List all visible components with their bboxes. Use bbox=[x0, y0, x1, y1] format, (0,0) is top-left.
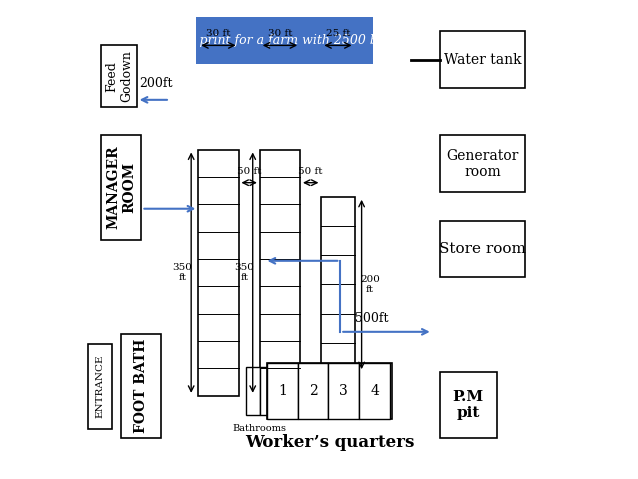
Text: MANAGER
ROOM: MANAGER ROOM bbox=[107, 146, 137, 229]
FancyBboxPatch shape bbox=[101, 136, 142, 240]
FancyBboxPatch shape bbox=[329, 363, 359, 420]
Text: 3: 3 bbox=[339, 384, 348, 398]
FancyBboxPatch shape bbox=[440, 136, 525, 192]
FancyBboxPatch shape bbox=[101, 46, 137, 107]
Text: 350
ft: 350 ft bbox=[173, 263, 193, 282]
Text: Worker’s quarters: Worker’s quarters bbox=[245, 433, 414, 451]
Text: Water tank: Water tank bbox=[443, 53, 521, 67]
FancyBboxPatch shape bbox=[440, 220, 525, 277]
FancyBboxPatch shape bbox=[260, 149, 300, 396]
Text: P.M
pit: P.M pit bbox=[452, 390, 484, 420]
Text: 350
ft: 350 ft bbox=[234, 263, 254, 282]
Text: 1: 1 bbox=[278, 384, 286, 398]
Text: 200
ft: 200 ft bbox=[360, 275, 380, 294]
FancyBboxPatch shape bbox=[298, 363, 329, 420]
FancyBboxPatch shape bbox=[260, 367, 274, 415]
Text: 30 ft: 30 ft bbox=[268, 29, 292, 38]
FancyBboxPatch shape bbox=[196, 17, 373, 64]
FancyBboxPatch shape bbox=[267, 363, 298, 420]
Text: 30 ft: 30 ft bbox=[206, 29, 231, 38]
Text: ENTRANCE: ENTRANCE bbox=[96, 354, 105, 418]
Text: Store room: Store room bbox=[439, 242, 526, 256]
Text: 50 ft: 50 ft bbox=[237, 167, 262, 176]
FancyBboxPatch shape bbox=[322, 197, 355, 372]
FancyBboxPatch shape bbox=[440, 31, 525, 88]
Text: 50 ft: 50 ft bbox=[299, 167, 323, 176]
FancyBboxPatch shape bbox=[359, 363, 390, 420]
Text: Feed
Godown: Feed Godown bbox=[105, 50, 133, 102]
FancyBboxPatch shape bbox=[198, 149, 239, 396]
Text: FOOT BATH: FOOT BATH bbox=[134, 339, 148, 433]
Text: 25 ft: 25 ft bbox=[325, 29, 350, 38]
FancyBboxPatch shape bbox=[267, 363, 392, 420]
FancyBboxPatch shape bbox=[89, 343, 112, 429]
Text: 4: 4 bbox=[370, 384, 379, 398]
FancyBboxPatch shape bbox=[440, 372, 496, 438]
Text: Bathrooms: Bathrooms bbox=[233, 424, 287, 433]
Text: Blue print for a farm with 2500 birds: Blue print for a farm with 2500 birds bbox=[167, 34, 403, 47]
Text: 500ft: 500ft bbox=[355, 312, 388, 325]
FancyBboxPatch shape bbox=[121, 334, 161, 438]
Text: Generator
room: Generator room bbox=[446, 148, 519, 179]
Text: 200ft: 200ft bbox=[139, 78, 172, 91]
FancyBboxPatch shape bbox=[246, 367, 260, 415]
Text: 2: 2 bbox=[309, 384, 318, 398]
